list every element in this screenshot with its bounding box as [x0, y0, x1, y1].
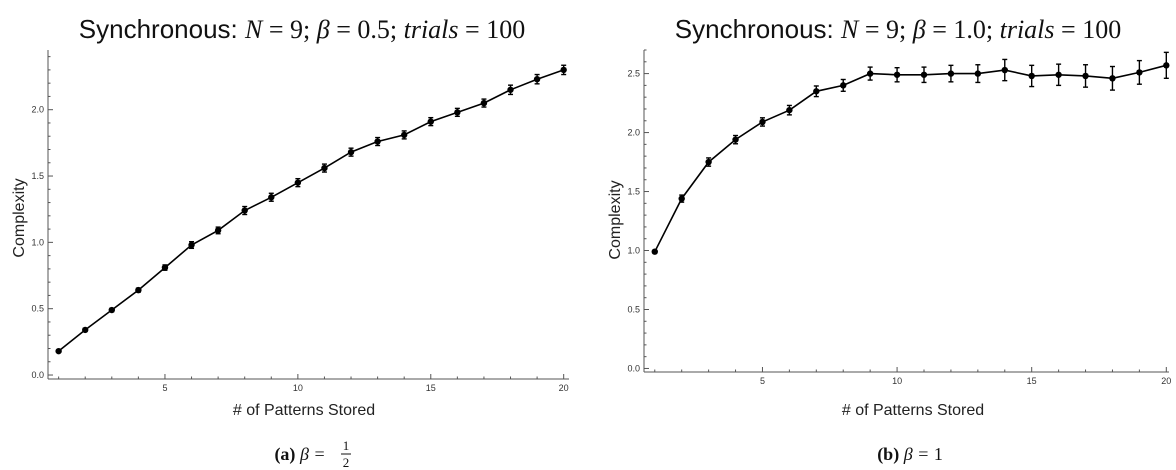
- chart-b-x-tick-label: 20: [1161, 376, 1171, 386]
- chart-b-x-tick-label: 15: [1027, 376, 1037, 386]
- chart-a-x-tick-label: 15: [426, 383, 436, 393]
- caption-a-denominator: 2: [343, 455, 350, 470]
- chart-a-title: Synchronous: N = 9; β = 0.5; trials = 10…: [79, 14, 525, 44]
- chart-b-series-line: [654, 64, 1167, 253]
- chart-a-xlabel: # of Patterns Stored: [233, 402, 375, 419]
- chart-b-data-point: [705, 158, 712, 166]
- chart-a-data-point: [507, 86, 514, 93]
- chart-a-data-point: [374, 138, 381, 145]
- chart-a-y-tick-label: 1.0: [31, 237, 44, 247]
- chart-b-x-tick-label: 10: [892, 376, 902, 386]
- chart-a-data-point: [82, 326, 89, 334]
- chart-a-data-point: [55, 347, 62, 355]
- chart-a-data-point: [533, 75, 541, 83]
- chart-a-x-tick-label: 5: [162, 383, 167, 393]
- chart-a-data-point: [294, 179, 302, 186]
- chart-a-caption: (a) β =: [274, 444, 325, 465]
- chart-b-data-point: [813, 88, 820, 95]
- chart-a-data-point: [427, 118, 434, 125]
- chart-b-y-tick-label: 0.0: [627, 363, 640, 373]
- chart-a-data-point: [161, 264, 169, 271]
- chart-b-data-point: [1055, 71, 1062, 78]
- chart-a-data-point: [321, 164, 328, 172]
- chart-a-x-tick-label: 20: [559, 383, 569, 393]
- chart-a-y-tick-label: 0.0: [31, 370, 44, 380]
- chart-b-data-point: [786, 106, 793, 114]
- chart-b-marks: 5 10 15 20 0.0 0.5 1.0 1.5 2.0 2.5: [627, 49, 1171, 386]
- chart-b-data-point: [840, 82, 847, 89]
- chart-a-data-point: [400, 131, 408, 139]
- caption-a-numerator: 1: [343, 438, 350, 453]
- chart-b-data-point: [732, 136, 739, 143]
- chart-b-data-point: [678, 195, 685, 202]
- chart-a-marks: 5 10 15 20 0.0 0.5 1.0 1.5 2.0: [31, 50, 569, 393]
- chart-b-data-point: [1136, 69, 1143, 76]
- chart-b-caption: (b) β = 1: [877, 444, 943, 465]
- chart-b-data-point: [1028, 72, 1035, 80]
- chart-a-y-tick-label: 2.0: [31, 105, 44, 115]
- chart-a-caption-fraction: 1 2: [341, 438, 351, 470]
- chart-b: Synchronous: N = 9; β = 1.0; trials = 10…: [607, 14, 1171, 465]
- chart-a-data-point: [241, 207, 248, 214]
- chart-b-data-point: [651, 248, 658, 255]
- chart-b-data-point: [893, 71, 901, 78]
- chart-b-data-point: [1082, 72, 1089, 80]
- chart-b-data-point: [920, 71, 928, 78]
- chart-b-xlabel: # of Patterns Stored: [842, 402, 984, 419]
- chart-b-title: Synchronous: N = 9; β = 1.0; trials = 10…: [675, 14, 1121, 44]
- chart-a-data-point: [480, 99, 488, 107]
- chart-a-data-point: [188, 241, 195, 249]
- chart-a-data-point: [347, 148, 355, 156]
- chart-b-y-tick-label: 0.5: [627, 304, 640, 314]
- chart-a-data-point: [108, 306, 115, 314]
- chart-b-x-tick-label: 5: [760, 376, 765, 386]
- chart-b-data-point: [1109, 75, 1116, 82]
- chart-b-y-tick-label: 2.5: [627, 69, 640, 79]
- chart-b-data-point: [1163, 62, 1170, 69]
- chart-b-y-tick-label: 1.5: [627, 187, 640, 197]
- chart-b-y-tick-label: 1.0: [627, 246, 640, 256]
- chart-a: Synchronous: N = 9; β = 0.5; trials = 10…: [11, 14, 569, 470]
- chart-a-data-point: [454, 109, 461, 116]
- chart-a-ylabel: Complexity: [11, 178, 28, 257]
- chart-a-y-tick-label: 0.5: [31, 304, 44, 314]
- chart-b-y-tick-label: 2.0: [627, 128, 640, 138]
- chart-b-data-point: [947, 70, 955, 77]
- chart-b-data-point: [759, 118, 766, 126]
- chart-a-data-point: [268, 194, 275, 201]
- chart-a-data-point: [135, 286, 142, 294]
- chart-b-data-point: [866, 70, 874, 77]
- chart-a-data-point: [560, 66, 567, 74]
- chart-a-x-tick-label: 10: [293, 383, 303, 393]
- chart-a-y-tick-label: 1.5: [31, 171, 44, 181]
- chart-a-data-point: [214, 227, 222, 234]
- chart-b-data-point: [974, 70, 982, 77]
- chart-b-data-point: [1001, 66, 1008, 74]
- chart-a-series-line: [58, 69, 564, 352]
- chart-b-ylabel: Complexity: [607, 180, 624, 259]
